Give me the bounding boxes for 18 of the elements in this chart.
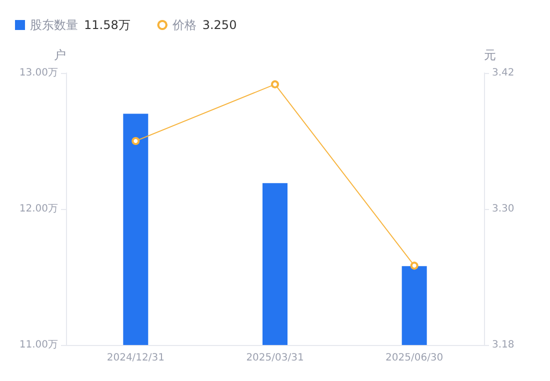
text: 11.58万 <box>84 18 130 32</box>
y-tick-label: 12.00万 <box>19 204 58 214</box>
y2-tick-label: 3.18 <box>492 340 514 350</box>
y2-axis-title: 元 <box>484 48 496 62</box>
legend-label: 价格 <box>171 18 196 32</box>
y-tick-label: 13.00万 <box>19 68 58 78</box>
y-tick-label: 11.00万 <box>19 340 58 350</box>
point <box>410 262 418 270</box>
y2-tick-label: 3.42 <box>492 68 514 78</box>
legend-label: 股东数量 <box>30 18 78 32</box>
y-axis-title: 户 <box>54 48 66 62</box>
x-tick-label: 2025/06/30 <box>386 352 444 364</box>
point <box>132 137 140 145</box>
x-tick-label: 2025/03/31 <box>246 352 304 364</box>
x-tick-label: 2024/12/31 <box>106 352 164 364</box>
point <box>271 80 279 88</box>
text: 3.250 <box>202 18 237 32</box>
y2-tick-label: 3.30 <box>492 204 514 214</box>
